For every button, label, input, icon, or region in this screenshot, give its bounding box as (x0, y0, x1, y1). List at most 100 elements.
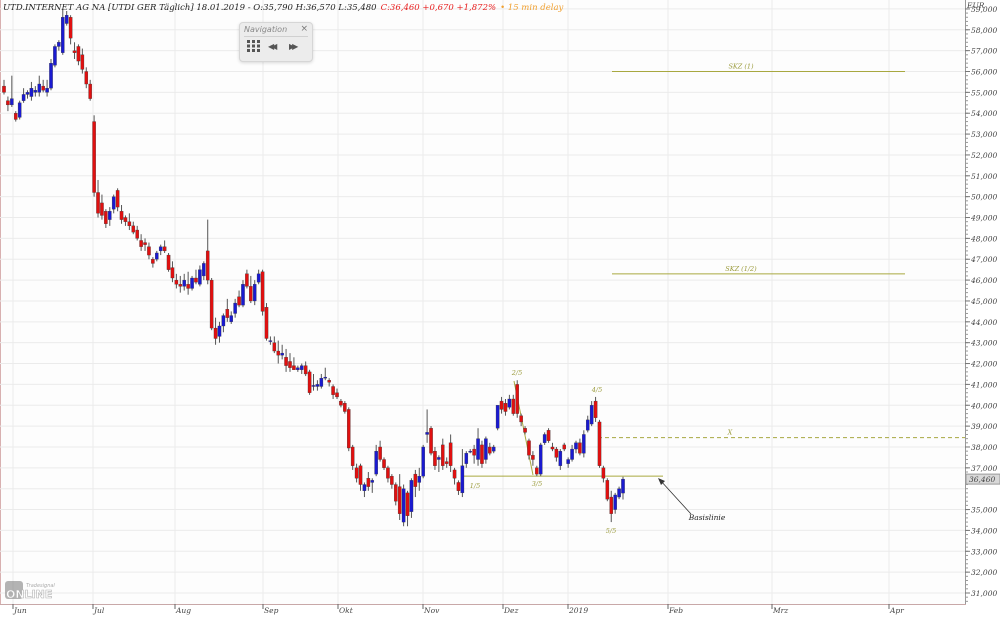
candle-body (566, 459, 570, 464)
candle-body (570, 448, 574, 460)
candle-body (585, 419, 590, 431)
candle-body (484, 438, 488, 460)
candle-body (597, 421, 602, 466)
candle-body (25, 92, 30, 95)
candle-body (104, 211, 108, 224)
grid (0, 0, 965, 604)
arrow-line (659, 479, 692, 515)
candle-body (225, 309, 230, 318)
y-tick-label: 34,000 (971, 526, 997, 535)
annotations: SKZ (1) SKZ (1/2) X Basislinie 1/5 2/5 3/5 4/5 5… (463, 63, 965, 535)
candle-body (523, 428, 527, 433)
candle-body (574, 442, 578, 450)
candle-body (343, 403, 347, 412)
candle-body (382, 459, 386, 468)
candle-body (37, 83, 42, 93)
candle-body (311, 385, 316, 387)
candle-body (386, 467, 390, 479)
candle-body (527, 440, 531, 456)
close-icon[interactable]: × (300, 24, 308, 34)
candle-body (143, 242, 147, 245)
candle-body (421, 446, 425, 477)
arrow-head-icon (658, 478, 665, 485)
candle-body (249, 286, 253, 302)
candle-body (284, 357, 288, 366)
candle-body (542, 434, 547, 443)
candle-body (441, 444, 445, 466)
candle-body (186, 284, 190, 289)
last-price-marker: 36,460 (965, 473, 1000, 485)
target_1-label: SKZ (1) (728, 63, 754, 71)
y-tick-label: 46,000 (970, 276, 997, 285)
candle-body (468, 451, 472, 453)
y-tick-label: 45,000 (970, 297, 997, 306)
y-tick-label: 41,000 (970, 380, 997, 389)
x-tick-label: Mrz (772, 606, 788, 615)
baseline-label: Basislinie (688, 513, 726, 522)
navigation-panel[interactable]: Navigation × ◀◀ ▶▶ (239, 22, 313, 62)
candle-body (511, 398, 516, 414)
candle-body (21, 94, 26, 101)
x-tick-label: 2019 (568, 606, 588, 615)
candle-body (88, 83, 92, 99)
candle-body (108, 211, 112, 220)
y-tick-label: 37,000 (971, 464, 997, 473)
candle-body (115, 190, 120, 208)
candle-body (272, 342, 277, 352)
candle-body (315, 384, 320, 387)
candle-body (276, 350, 280, 356)
candle-body (601, 467, 606, 479)
candle-body (378, 446, 382, 460)
candle-body (546, 430, 551, 441)
candle-body (292, 365, 296, 370)
candle-body (538, 444, 543, 475)
scroll-forward-icon[interactable]: ▶▶ (289, 42, 298, 51)
candle-body (68, 17, 73, 39)
candle-body (390, 476, 394, 485)
candle-body (460, 465, 465, 494)
x-axis: Jun Jul Aug Sep Okt Nov Dez 2019 Feb Mrz Apr (12, 604, 904, 615)
candle-body (288, 361, 292, 368)
candle-body (76, 46, 81, 62)
grid-icon[interactable] (247, 40, 260, 56)
y-tick-label: 51,000 (971, 172, 997, 181)
last-price-box (965, 473, 1000, 485)
candle-body (319, 377, 324, 387)
x-tick-label: Okt (339, 606, 354, 615)
candle-body (166, 254, 171, 270)
candle-body (213, 327, 218, 339)
y-tick-label: 56,000 (971, 68, 997, 77)
candle-body (405, 492, 410, 516)
wave-point-label: 5/5 (606, 527, 616, 535)
scroll-back-icon[interactable]: ◀◀ (268, 42, 277, 51)
y-axis: 59,000 58,000 57,000 56,000 55,000 54,000 53,0… (965, 5, 997, 602)
candle-body (472, 448, 476, 456)
y-tick-label: 53,000 (971, 130, 997, 139)
candle-body (6, 100, 10, 106)
candle-body (256, 273, 261, 283)
candle-body (491, 446, 496, 452)
candle-body (45, 88, 49, 93)
y-tick-label: 58,000 (971, 26, 997, 35)
candle-body (488, 446, 492, 454)
candle-body (503, 403, 508, 412)
candle-body (444, 461, 449, 464)
wave-point-label: 4/5 (591, 386, 602, 394)
candle-body (123, 217, 128, 222)
navigation-title: Navigation (244, 25, 288, 34)
target_half-label: SKZ (1/2) (725, 265, 757, 273)
y-tick-label: 48,000 (970, 234, 997, 243)
y-tick-label: 52,000 (971, 151, 997, 160)
candle-body (84, 71, 89, 85)
candle-body (531, 455, 535, 460)
candle-body (127, 221, 132, 227)
y-tick-label: 42,000 (970, 360, 997, 369)
candle-body (233, 302, 237, 314)
candle-body (170, 267, 175, 279)
candle-body (476, 438, 480, 460)
candle-body (327, 380, 331, 383)
candle-body (10, 98, 14, 106)
candle-body (433, 451, 437, 466)
candle-body (350, 446, 355, 466)
